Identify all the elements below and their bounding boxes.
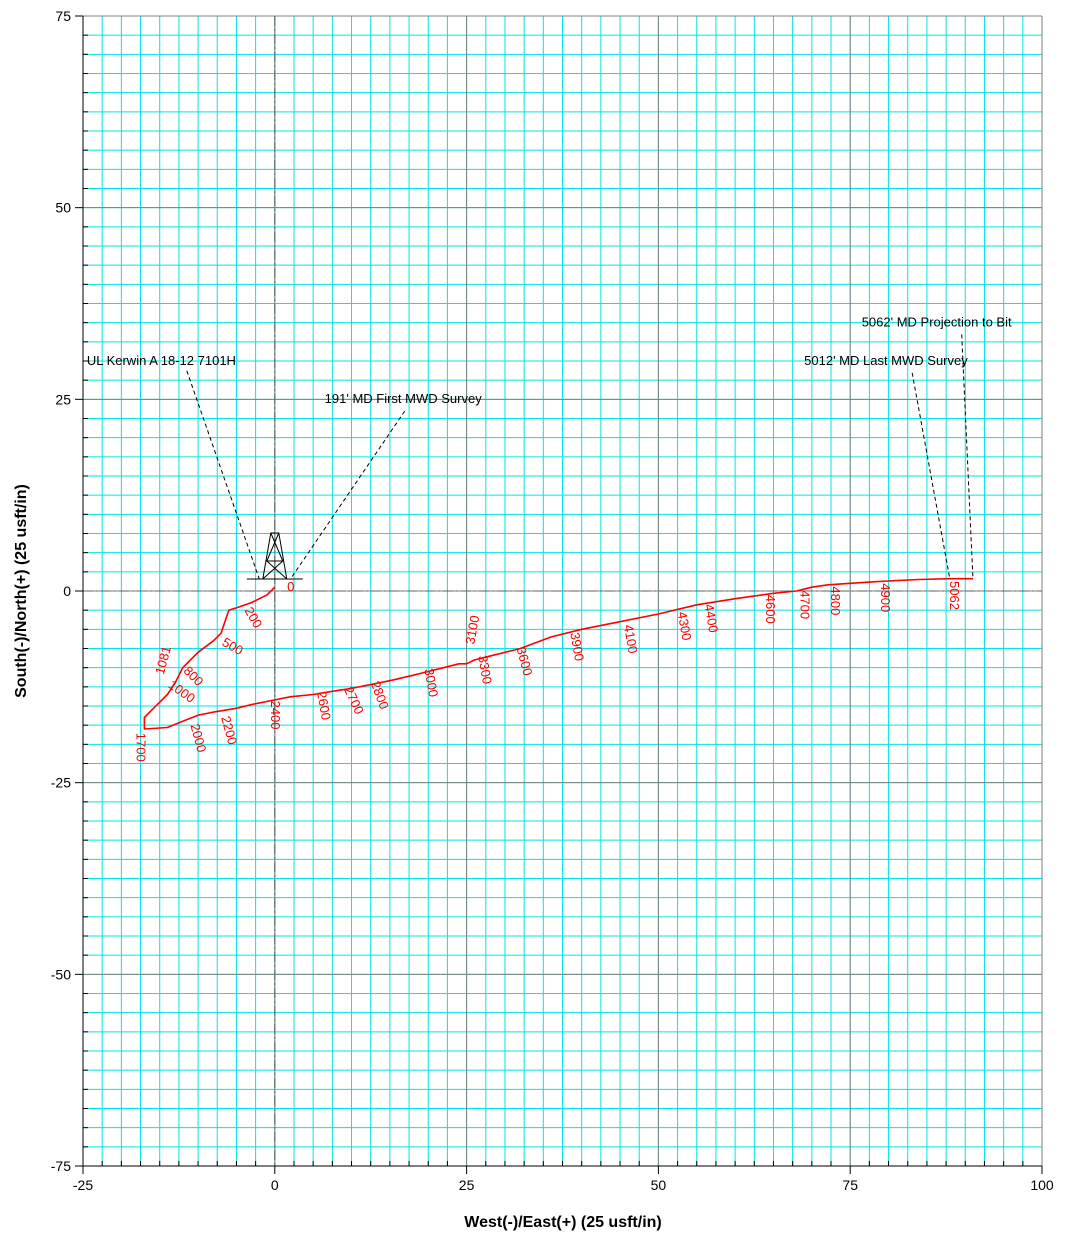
md-label: 3600 [514,645,536,677]
reference-lines [83,16,1042,1166]
md-label: 4300 [675,610,695,641]
y-tick-label: 50 [55,200,71,216]
md-label: 2400 [268,701,283,730]
y-tick-label: -75 [51,1158,71,1174]
annotation-label: 5012' MD Last MWD Survey [804,353,968,368]
annotation-label: UL Kerwin A 18-12 7101H [87,353,236,368]
annotation-leader [911,372,951,580]
y-tick-label: 75 [55,8,71,24]
md-label: 1081 [152,644,174,676]
x-tick-label: 100 [1030,1177,1054,1193]
md-label: 4100 [621,623,641,654]
md-label: 3300 [475,654,495,685]
annotation-leader [289,410,406,580]
trajectory-line [143,577,973,730]
x-tick-label: 0 [271,1177,279,1193]
md-label: 4700 [797,590,812,619]
annotations: UL Kerwin A 18-12 7101H 191' MD First MWD… [87,315,1012,580]
md-label: 2200 [218,714,240,746]
y-axis-title: South(-)/North(+) (25 usft/in) [13,484,30,698]
axis-ticks [75,15,1043,1174]
y-tick-label: 25 [55,391,71,407]
md-label: 3900 [567,631,587,662]
md-label: 200 [242,604,266,630]
x-tick-label: -25 [73,1177,93,1193]
md-label: 2700 [341,684,367,717]
y-tick-label: -25 [51,775,71,791]
md-label: 2600 [314,690,334,721]
annotation-label: 191' MD First MWD Survey [325,391,483,406]
md-label: 500 [220,634,246,658]
md-label: 3100 [462,614,482,645]
rig-derrick-icon [246,532,303,580]
md-label: 3000 [421,667,441,698]
well-trajectory [143,577,973,730]
annotation-leader [186,370,260,580]
y-tick-label: 0 [63,583,71,599]
rig-icon [246,532,303,580]
md-label: 1700 [134,733,149,762]
annotation-label: 5062' MD Projection to Bit [862,315,1012,330]
annotation-leader [961,334,974,579]
x-tick-label: 25 [459,1177,475,1193]
md-label: 2000 [188,722,210,754]
y-tick-label: -50 [51,966,71,982]
md-label: 5062 [947,581,962,610]
x-tick-label: 75 [842,1177,858,1193]
md-label: 4800 [828,586,843,615]
md-label: 4400 [701,603,721,634]
x-axis-title: West(-)/East(+) (25 usft/in) [464,1214,662,1231]
md-label: 0 [287,579,294,594]
x-tick-label: 50 [651,1177,667,1193]
md-label: 4600 [763,595,778,624]
md-label: 4900 [878,583,893,612]
